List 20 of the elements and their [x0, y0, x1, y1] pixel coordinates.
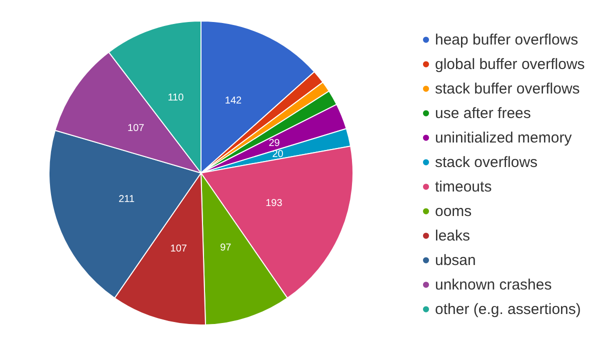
- data-label: 110: [168, 92, 184, 104]
- legend-label: unknown crashes: [435, 276, 552, 294]
- data-label: 97: [220, 242, 232, 254]
- data-label: 142: [224, 95, 242, 106]
- legend-label: ooms: [435, 202, 472, 220]
- legend-label: other (e.g. assertions): [435, 300, 581, 318]
- data-label: 29: [268, 138, 280, 150]
- legend-label: uninitialized memory: [435, 129, 572, 146]
- legend-label: ubsan: [435, 252, 476, 269]
- data-label: 107: [128, 122, 145, 134]
- legend-label: timeouts: [435, 178, 492, 196]
- legend-label: use after frees: [435, 104, 531, 122]
- legend-label: stack buffer overflows: [435, 80, 580, 98]
- data-label: 211: [118, 194, 135, 205]
- legend-label: leaks: [435, 227, 470, 244]
- legend-label: stack overflows: [435, 154, 538, 171]
- data-label: 107: [170, 243, 188, 254]
- legend-label: heap buffer overflows: [435, 31, 578, 48]
- data-label: 193: [266, 198, 283, 209]
- legend-label: global buffer overflows: [435, 56, 585, 73]
